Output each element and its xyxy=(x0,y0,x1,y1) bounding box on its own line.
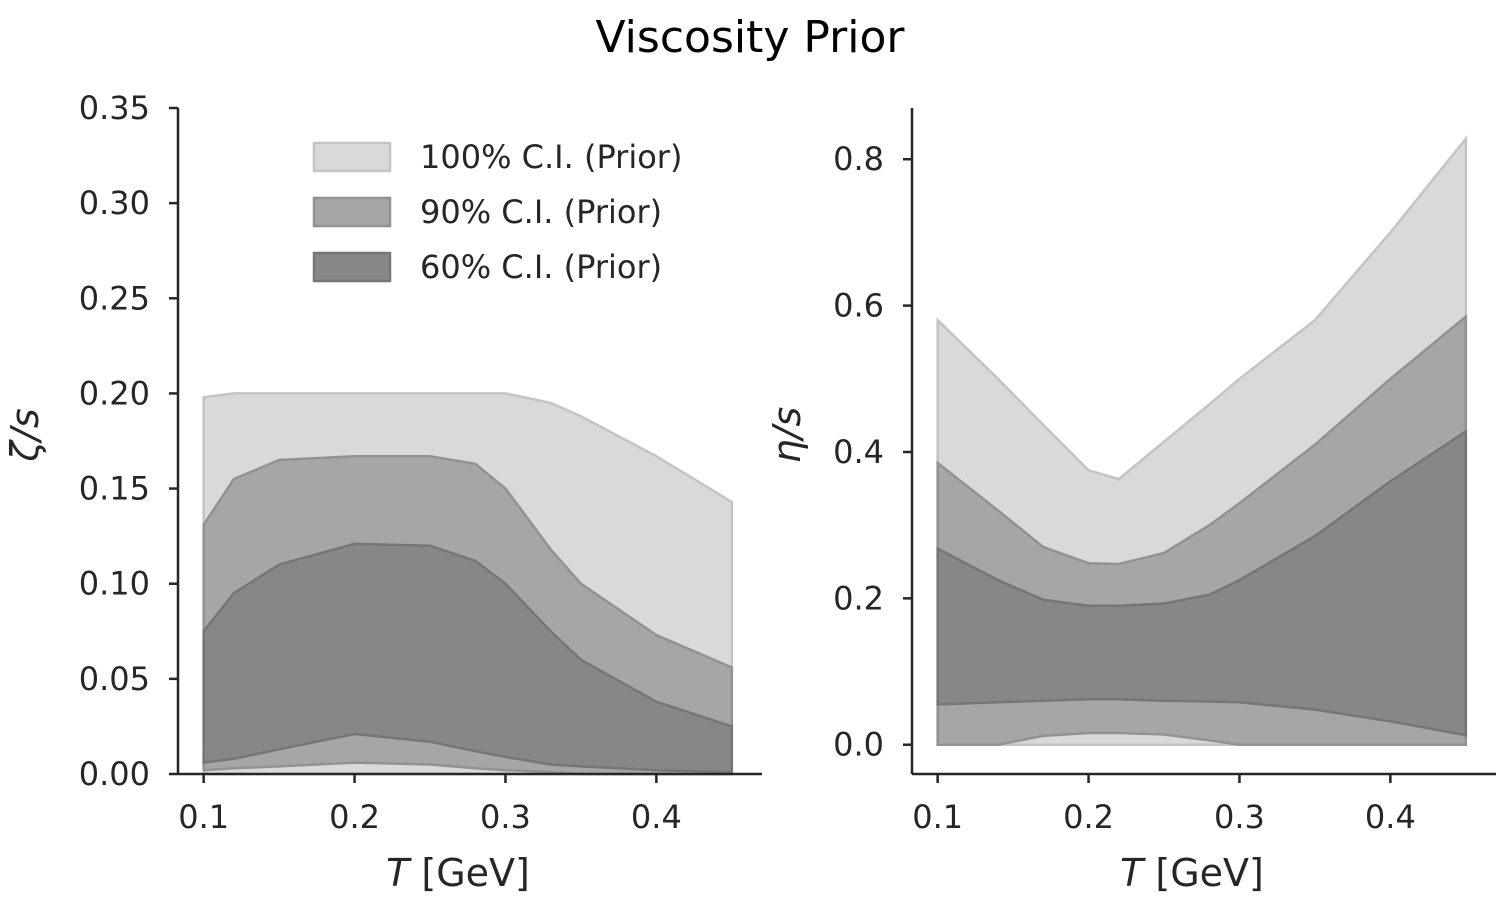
right-y-tick-label: 0.8 xyxy=(833,140,884,178)
right-x-tick-label: 0.4 xyxy=(1365,798,1416,836)
left-y-tick-label: 0.05 xyxy=(79,660,150,698)
left-x-axis-label: T [GeV] xyxy=(386,851,530,895)
eta-s-bands xyxy=(936,135,1468,746)
legend: 100% C.I. (Prior) 90% C.I. (Prior) 60% C.I… xyxy=(312,138,682,286)
zeta-s-bands xyxy=(202,392,734,776)
right-y-axis-label: η/s xyxy=(765,407,809,464)
right-x-tick-label: 0.3 xyxy=(1214,798,1265,836)
right-y-tick-label: 0.4 xyxy=(833,433,884,471)
left-y-tick-label: 0.15 xyxy=(79,470,150,508)
zeta-s-axes: 0.1 0.2 0.3 0.4 0.00 0.05 0.10 0.15 0.20 0.25 0.30… xyxy=(3,89,762,895)
right-y-tick-label: 0.2 xyxy=(833,579,884,617)
legend-swatch xyxy=(312,141,392,173)
left-y-tick-label: 0.20 xyxy=(79,374,150,412)
right-band-60 xyxy=(936,429,1468,737)
left-y-tick-label: 0.00 xyxy=(79,755,150,793)
zeta-s-panel: 0.1 0.2 0.3 0.4 0.00 0.05 0.10 0.15 0.20 0.25 0.30… xyxy=(3,89,762,895)
right-x-tick-label: 0.1 xyxy=(912,798,963,836)
legend-entry-label: 90% C.I. (Prior) xyxy=(420,193,662,231)
left-y-tick-label: 0.35 xyxy=(79,89,150,127)
legend-entry-label: 100% C.I. (Prior) xyxy=(420,138,682,176)
left-x-tick-label: 0.1 xyxy=(178,798,229,836)
legend-entry-label: 60% C.I. (Prior) xyxy=(420,248,662,286)
right-x-axis-label: T [GeV] xyxy=(1120,851,1264,895)
left-band-60 xyxy=(202,542,734,774)
left-x-tick-label: 0.3 xyxy=(480,798,531,836)
right-x-tick-label: 0.2 xyxy=(1063,798,1114,836)
left-y-tick-label: 0.10 xyxy=(79,565,150,603)
figure-title: Viscosity Prior xyxy=(596,12,906,63)
left-y-tick-label: 0.30 xyxy=(79,184,150,222)
left-x-tick-label: 0.2 xyxy=(329,798,380,836)
legend-swatch xyxy=(312,251,392,283)
right-y-tick-label: 0.6 xyxy=(833,287,884,325)
eta-s-panel: 0.1 0.2 0.3 0.4 0.0 0.2 0.4 0.6 0.8 T [GeV] η/s xyxy=(765,108,1496,895)
left-y-tick-label: 0.25 xyxy=(79,279,150,317)
left-x-tick-label: 0.4 xyxy=(631,798,682,836)
left-y-axis-label: ζ/s xyxy=(3,408,47,462)
right-y-tick-label: 0.0 xyxy=(833,726,884,764)
eta-s-axes: 0.1 0.2 0.3 0.4 0.0 0.2 0.4 0.6 0.8 T [GeV] η/s xyxy=(765,108,1496,895)
legend-swatch xyxy=(312,196,392,228)
